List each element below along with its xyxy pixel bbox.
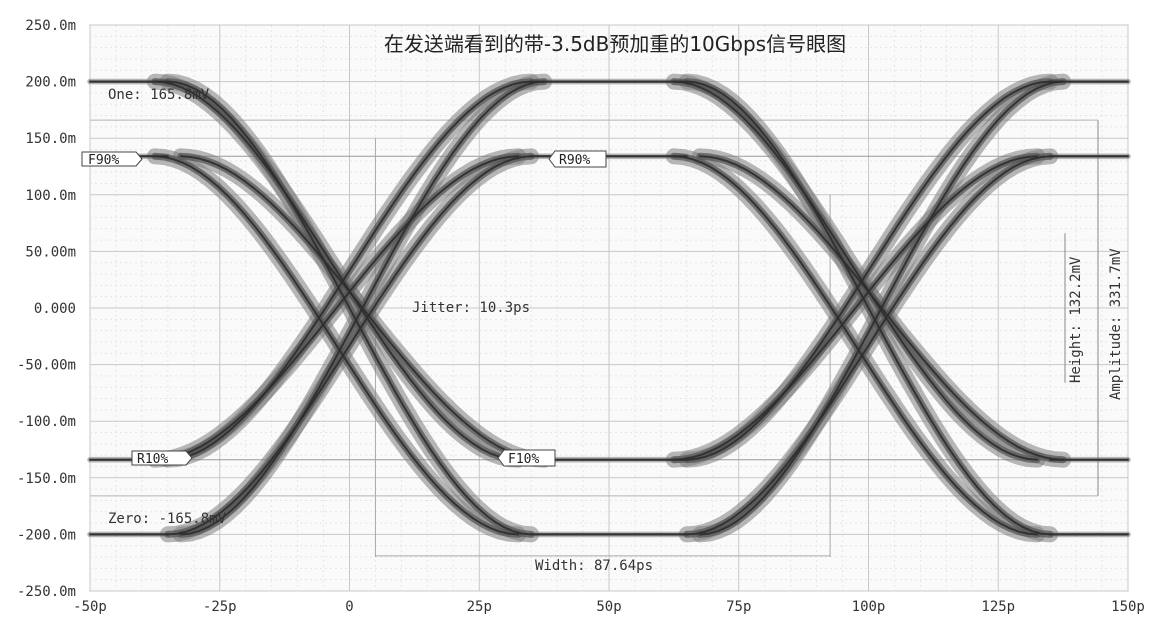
y-tick-label: 50.00m — [25, 244, 76, 260]
eye-transition-trace — [166, 155, 533, 536]
jitter-annotation: Jitter: 10.3ps — [412, 300, 530, 316]
eye-transition-trace — [685, 80, 1052, 461]
y-tick-label: 150.0m — [25, 131, 76, 147]
x-tick-label: 150p — [1111, 599, 1145, 615]
x-tick-label: 75p — [726, 599, 751, 615]
f10-marker: F10% — [497, 449, 556, 467]
y-tick-label: 200.0m — [25, 75, 76, 91]
eye-transition-trace — [153, 155, 520, 536]
f90-marker: F90% — [81, 151, 143, 168]
y-tick-label: -200.0m — [17, 527, 76, 543]
r10-marker: R10% — [131, 450, 193, 467]
axis-ticks: -50p -25p 0 25p 50p 75p 100p 125p 150p 250.0m 200.… — [17, 18, 1145, 615]
y-tick-label: 0.000 — [34, 301, 76, 317]
x-tick-label: -25p — [203, 599, 237, 615]
height-annotation: Height: 132.2mV — [1068, 256, 1084, 383]
eye-transition-trace — [672, 155, 1039, 536]
y-tick-label: -250.0m — [17, 584, 76, 600]
x-tick-label: -50p — [73, 599, 107, 615]
x-tick-label: 100p — [852, 599, 886, 615]
eye-transition-trace — [153, 155, 520, 461]
zero-level-annotation: Zero: -165.8mV — [108, 511, 227, 527]
y-tick-label: 100.0m — [25, 188, 76, 204]
eye-transition-trace — [672, 80, 1039, 461]
r10-marker-label: R10% — [137, 452, 168, 467]
eye-transition-trace — [166, 80, 533, 461]
eye-transition-trace — [153, 80, 520, 461]
eye-transition-trace — [685, 155, 1052, 536]
f10-marker-label: F10% — [508, 452, 539, 467]
y-tick-label: -100.0m — [17, 414, 76, 430]
x-tick-label: 0 — [345, 599, 353, 615]
y-tick-label: -50.00m — [17, 358, 76, 374]
y-tick-label: 250.0m — [25, 18, 76, 34]
f90-marker-label: F90% — [88, 153, 119, 168]
r90-marker: R90% — [548, 150, 607, 168]
x-tick-label: 50p — [596, 599, 621, 615]
eye-transition-trace — [672, 155, 1039, 461]
y-tick-label: -150.0m — [17, 471, 76, 487]
eye-transition-trace — [166, 80, 533, 536]
one-level-annotation: One: 165.8mV — [108, 87, 210, 103]
eye-transition-trace — [179, 80, 546, 536]
x-tick-label: 25p — [467, 599, 492, 615]
x-tick-label: 125p — [981, 599, 1015, 615]
width-annotation: Width: 87.64ps — [535, 558, 653, 574]
r90-marker-label: R90% — [559, 153, 590, 168]
eye-transition-trace — [698, 80, 1065, 536]
eye-traces — [87, 73, 1131, 543]
eye-transition-trace — [685, 80, 1052, 536]
chart-title: 在发送端看到的带-3.5dB预加重的10Gbps信号眼图 — [384, 32, 846, 56]
amplitude-annotation: Amplitude: 331.7mV — [1108, 248, 1124, 400]
